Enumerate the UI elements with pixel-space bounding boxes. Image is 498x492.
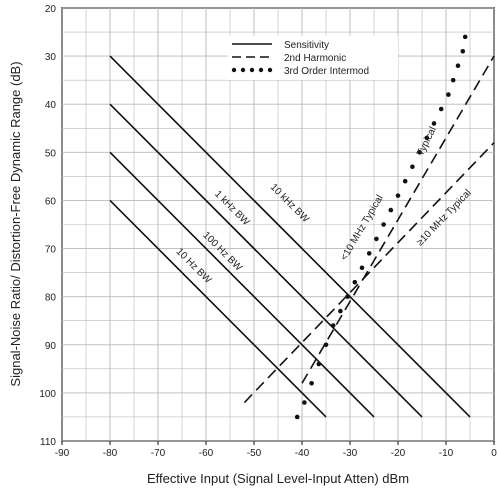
y-tick-label: 50 xyxy=(45,148,57,159)
y-tick-label: 70 xyxy=(45,245,57,256)
x-tick-label: -10 xyxy=(439,448,454,459)
series-line-10-mhz-typical xyxy=(301,55,495,384)
legend-label-intermod: 3rd Order Intermod xyxy=(284,66,369,77)
series-line-1-khz-bw xyxy=(109,103,423,418)
x-tick-label: -70 xyxy=(151,448,166,459)
intermod-point xyxy=(338,308,343,314)
x-tick-label: -50 xyxy=(247,448,262,459)
intermod-point xyxy=(374,236,379,242)
intermod-point xyxy=(395,193,401,198)
intermod-point xyxy=(402,178,408,184)
y-tick-label: 40 xyxy=(45,100,57,111)
y-tick-label: 110 xyxy=(40,437,56,448)
intermod-point xyxy=(417,150,422,155)
x-tick-label: -90 xyxy=(55,448,70,459)
intermod-point xyxy=(359,265,365,271)
legend-dot xyxy=(258,67,264,73)
y-axis-label: Signal-Noise Ratio/ Distortion-Free Dyna… xyxy=(8,61,23,386)
intermod-point xyxy=(381,222,386,227)
intermod-point xyxy=(388,207,394,213)
legend-dot xyxy=(231,67,237,73)
intermod-point xyxy=(410,164,415,170)
intermod-point xyxy=(302,400,307,405)
legend-dots-intermod xyxy=(231,67,273,73)
intermod-point xyxy=(462,34,468,40)
intermod-point xyxy=(450,77,456,83)
legend-dot xyxy=(249,67,255,73)
series-line-10-khz-bw xyxy=(109,55,471,418)
intermod-point xyxy=(366,251,372,256)
series-line-100-hz-bw xyxy=(109,151,375,418)
series-line-10-hz-bw xyxy=(109,199,327,418)
intermod-point xyxy=(309,380,314,386)
y-tick-label: 60 xyxy=(45,196,57,207)
x-tick-label: 0 xyxy=(491,448,497,459)
intermod-point xyxy=(424,135,430,141)
x-tick-label: -20 xyxy=(391,448,406,459)
y-tick-label: 30 xyxy=(45,52,57,63)
y-tick-label: 90 xyxy=(45,341,57,352)
x-tick-label: -40 xyxy=(295,448,310,459)
series-line-10-mhz-typical xyxy=(243,142,495,404)
x-tick-label: -30 xyxy=(343,448,358,459)
legend-label-sensitivity: Sensitivity xyxy=(284,40,329,51)
data-lines xyxy=(109,55,495,418)
x-tick-label: -80 xyxy=(103,448,118,459)
y-tick-label: 20 xyxy=(45,4,57,15)
intermod-point xyxy=(294,414,300,420)
intermod-point xyxy=(438,106,444,112)
intermod-point xyxy=(330,323,336,328)
legend-dot xyxy=(240,67,246,73)
intermod-point xyxy=(352,279,358,285)
intermod-point xyxy=(323,342,329,348)
legend-dot xyxy=(267,67,273,73)
y-tick-label: 80 xyxy=(45,293,57,304)
x-tick-label: -60 xyxy=(199,448,214,459)
legend: Sensitivity 2nd Harmonic 3rd Order Inter… xyxy=(228,36,398,80)
intermod-point xyxy=(316,361,322,367)
legend-label-2nd-harmonic: 2nd Harmonic xyxy=(284,53,346,64)
intermod-dots xyxy=(294,34,468,420)
tick-labels: -90 -80 -70 -60 -50 -40 -30 -20 -10 0 20 30 40 50 60 70… xyxy=(39,4,497,459)
x-axis-label: Effective Input (Signal Level-Input Atte… xyxy=(147,471,409,486)
intermod-point xyxy=(431,121,437,126)
y-tick-label: 100 xyxy=(39,389,56,400)
intermod-point xyxy=(446,92,451,97)
intermod-point xyxy=(460,49,466,54)
intermod-point xyxy=(455,63,461,69)
intermod-point xyxy=(345,294,350,299)
